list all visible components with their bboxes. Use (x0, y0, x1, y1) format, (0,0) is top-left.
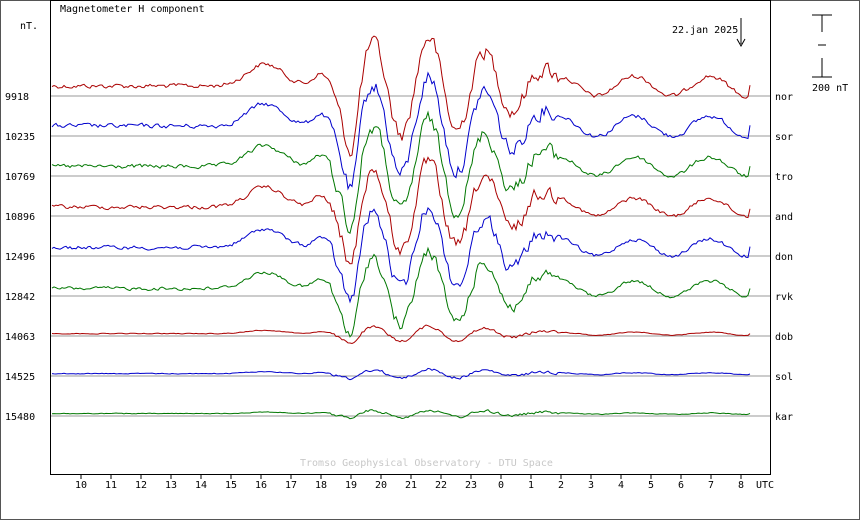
station-label: kar (775, 412, 793, 423)
x-tick-label: 12 (135, 480, 147, 491)
x-tick-label: 22 (435, 480, 447, 491)
baseline-label: 12496 (5, 252, 35, 263)
baseline-label: 9918 (5, 92, 29, 103)
baseline-label: 10769 (5, 172, 35, 183)
baseline-label: 14525 (5, 372, 35, 383)
x-tick-label: 18 (315, 480, 327, 491)
baseline-label: 15480 (5, 412, 35, 423)
x-axis-ticks: 10 11 12 13 14 15 16 17 18 19 20 21 22 23 0 1 2 3 4 5 6 7 8 (75, 475, 744, 491)
x-tick-label: 4 (618, 480, 624, 491)
date-arrow-head (736, 38, 746, 48)
series-line-and (51, 156, 751, 265)
baseline-label: 14063 (5, 332, 35, 343)
x-tick-label: 5 (648, 480, 654, 491)
baseline-label: 10235 (5, 132, 35, 143)
x-tick-label: 2 (558, 480, 564, 491)
watermark: Tromso Geophysical Observatory - DTU Spa… (300, 458, 553, 469)
series-labels: 9918 nor 10235 sor 10769 tro 10896 and 12496 don 1… (5, 92, 793, 423)
series-line-kar (51, 409, 751, 420)
station-label: sor (775, 132, 793, 143)
x-tick-label: 8 (738, 480, 744, 491)
x-tick-label: 11 (105, 480, 117, 491)
series-line-nor (51, 35, 751, 157)
date-label: 22.jan 2025 (672, 25, 738, 36)
x-tick-label: 13 (165, 480, 177, 491)
plot-frame (50, 0, 771, 475)
x-unit-label: UTC (756, 480, 774, 491)
series-line-sol (51, 367, 751, 381)
scale-bar-label: 200 nT (812, 83, 848, 94)
series-line-dob (51, 324, 751, 345)
x-tick-label: 7 (708, 480, 714, 491)
series-line-don (51, 207, 751, 304)
station-label: nor (775, 92, 793, 103)
x-tick-label: 19 (345, 480, 357, 491)
series-line-rvk (51, 246, 751, 338)
x-tick-label: 16 (255, 480, 267, 491)
station-label: rvk (775, 292, 793, 303)
x-tick-label: 21 (405, 480, 417, 491)
y-unit-label: nT. (20, 21, 38, 32)
scale-bar (812, 14, 832, 78)
station-label: and (775, 212, 793, 223)
x-tick-label: 15 (225, 480, 237, 491)
x-tick-label: 17 (285, 480, 297, 491)
x-tick-label: 10 (75, 480, 87, 491)
station-label: tro (775, 172, 793, 183)
baseline-label: 12842 (5, 292, 35, 303)
x-tick-label: 1 (528, 480, 534, 491)
station-label: don (775, 252, 793, 263)
station-label: sol (775, 372, 793, 383)
chart-title: Magnetometer H component (60, 4, 205, 15)
series-lines (51, 35, 751, 420)
x-tick-label: 6 (678, 480, 684, 491)
x-tick-label: 23 (465, 480, 477, 491)
series-line-sor (51, 71, 751, 191)
x-tick-label: 14 (195, 480, 207, 491)
station-label: dob (775, 332, 793, 343)
series-line-tro (51, 110, 751, 235)
x-tick-label: 20 (375, 480, 387, 491)
baseline-label: 10896 (5, 212, 35, 223)
x-tick-label: 0 (498, 480, 504, 491)
x-tick-label: 3 (588, 480, 594, 491)
